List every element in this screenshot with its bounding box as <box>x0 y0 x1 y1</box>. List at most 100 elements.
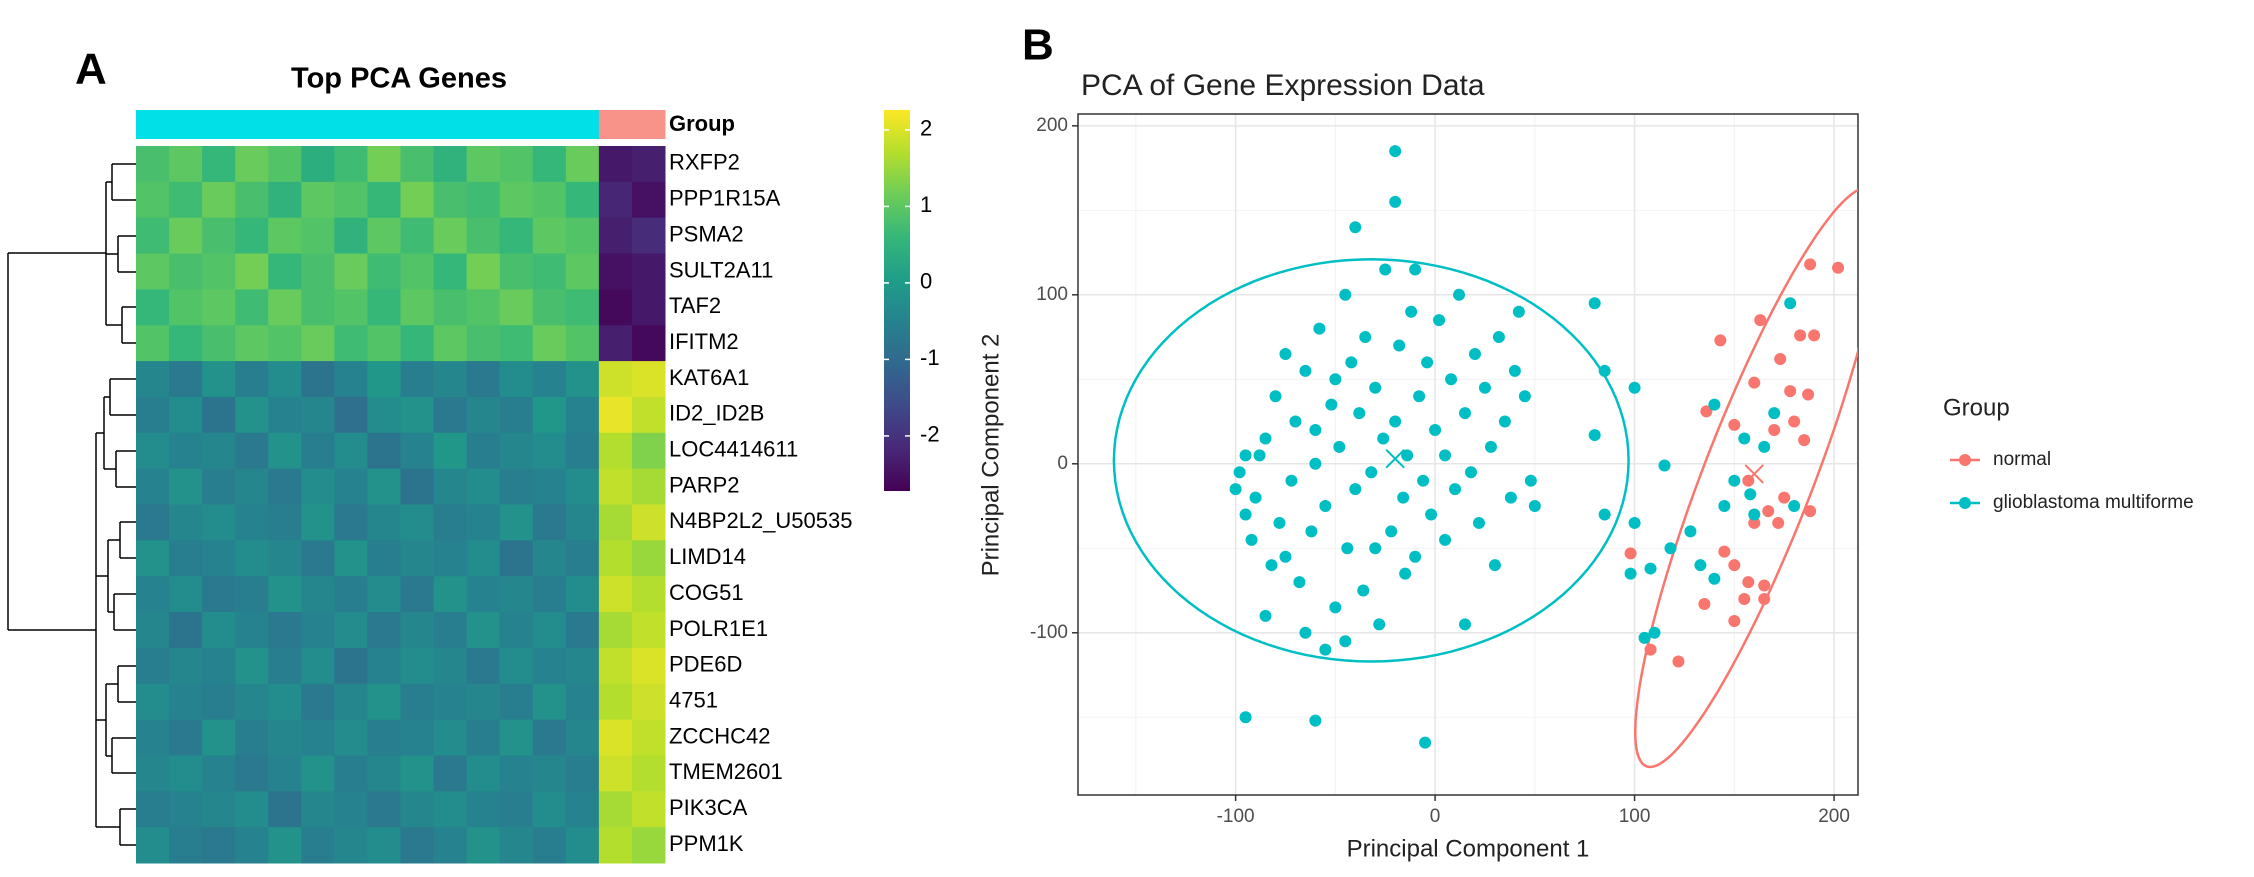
point <box>1357 584 1370 597</box>
heat-cell <box>169 396 203 434</box>
heat-cell <box>202 432 236 470</box>
point <box>1588 297 1601 310</box>
heat-cell <box>169 468 203 505</box>
point <box>1273 516 1286 529</box>
heat-cell <box>433 504 468 541</box>
heat-cell <box>367 647 401 685</box>
heat-cell <box>169 361 203 398</box>
point <box>1804 505 1817 518</box>
heat-cell <box>466 361 501 398</box>
point <box>1512 305 1525 318</box>
point <box>1239 508 1252 521</box>
point <box>1784 297 1797 310</box>
heat-cell <box>433 755 468 792</box>
heat-cell <box>202 827 236 864</box>
heat-cell <box>499 540 534 577</box>
gene-label: PPP1R15A <box>669 186 781 211</box>
point <box>1658 459 1671 472</box>
gene-label: LIMD14 <box>669 544 746 569</box>
group-cell <box>268 110 302 139</box>
point <box>1359 331 1372 344</box>
heat-cell <box>499 325 534 362</box>
heat-cell <box>334 253 368 290</box>
heat-cell <box>169 253 203 290</box>
point <box>1508 364 1521 377</box>
gene-label: PIK3CA <box>669 795 748 820</box>
group-cell <box>631 110 666 139</box>
heat-cell <box>202 791 236 828</box>
heat-cell <box>301 396 335 434</box>
heat-cell <box>631 325 666 362</box>
ellipse <box>1112 258 1630 663</box>
heat-cell <box>466 576 501 613</box>
heat-cell <box>598 791 633 828</box>
point <box>1498 415 1511 428</box>
heat-cell <box>631 468 666 505</box>
heat-cell <box>367 217 401 255</box>
point <box>1598 508 1611 521</box>
point <box>1269 390 1282 403</box>
heat-cell <box>367 289 401 326</box>
heat-cell <box>433 683 468 721</box>
heat-cell <box>499 432 534 470</box>
heat-cell <box>532 576 567 613</box>
heat-cell <box>466 325 501 362</box>
heat-cell <box>532 468 567 505</box>
heat-cell <box>400 361 435 398</box>
point <box>1253 449 1266 462</box>
heat-cell <box>400 432 435 470</box>
heat-cell <box>268 146 302 183</box>
heat-cell <box>532 289 567 326</box>
point <box>1798 434 1811 447</box>
heat-cell <box>631 719 666 756</box>
group-cell <box>532 110 567 139</box>
heat-cell <box>334 468 368 505</box>
heat-cell <box>235 325 269 362</box>
heat-cell <box>565 325 600 362</box>
heat-cell <box>301 289 335 326</box>
colorbar-label: 2 <box>920 116 932 141</box>
heat-cell <box>565 540 600 577</box>
heat-cell <box>598 468 633 505</box>
heat-cell <box>433 181 468 219</box>
group-cell <box>235 110 269 139</box>
point <box>1628 381 1641 394</box>
heat-cell <box>136 217 170 255</box>
point <box>1409 263 1422 276</box>
point <box>1772 516 1785 529</box>
y-tick-label: -100 <box>1030 622 1068 643</box>
gene-label: POLR1E1 <box>669 616 768 641</box>
group-cell <box>565 110 600 139</box>
point <box>1518 390 1531 403</box>
point <box>1472 516 1485 529</box>
heat-cell <box>169 146 203 183</box>
point <box>1379 263 1392 276</box>
heat-cell <box>400 396 435 434</box>
point <box>1672 655 1685 668</box>
point <box>1624 547 1637 560</box>
heat-cell <box>400 791 435 828</box>
heat-cell <box>301 361 335 398</box>
heat-cell <box>400 217 435 255</box>
heat-cell <box>532 504 567 541</box>
gene-label: PPM1K <box>669 831 744 856</box>
group-cell <box>598 110 633 139</box>
heat-cell <box>169 504 203 541</box>
heat-cell <box>202 755 236 792</box>
heat-cell <box>169 576 203 613</box>
point <box>1708 572 1721 585</box>
point <box>1425 508 1438 521</box>
heat-cell <box>400 540 435 577</box>
heat-cell <box>202 253 236 290</box>
heat-cell <box>268 540 302 577</box>
heat-cell <box>466 146 501 183</box>
group-cell <box>499 110 534 139</box>
heat-cell <box>367 325 401 362</box>
group-cell <box>202 110 236 139</box>
heat-cell <box>367 181 401 219</box>
heat-cell <box>631 647 666 685</box>
heat-cell <box>499 719 534 756</box>
point <box>1341 542 1354 555</box>
heat-cell <box>301 612 335 649</box>
